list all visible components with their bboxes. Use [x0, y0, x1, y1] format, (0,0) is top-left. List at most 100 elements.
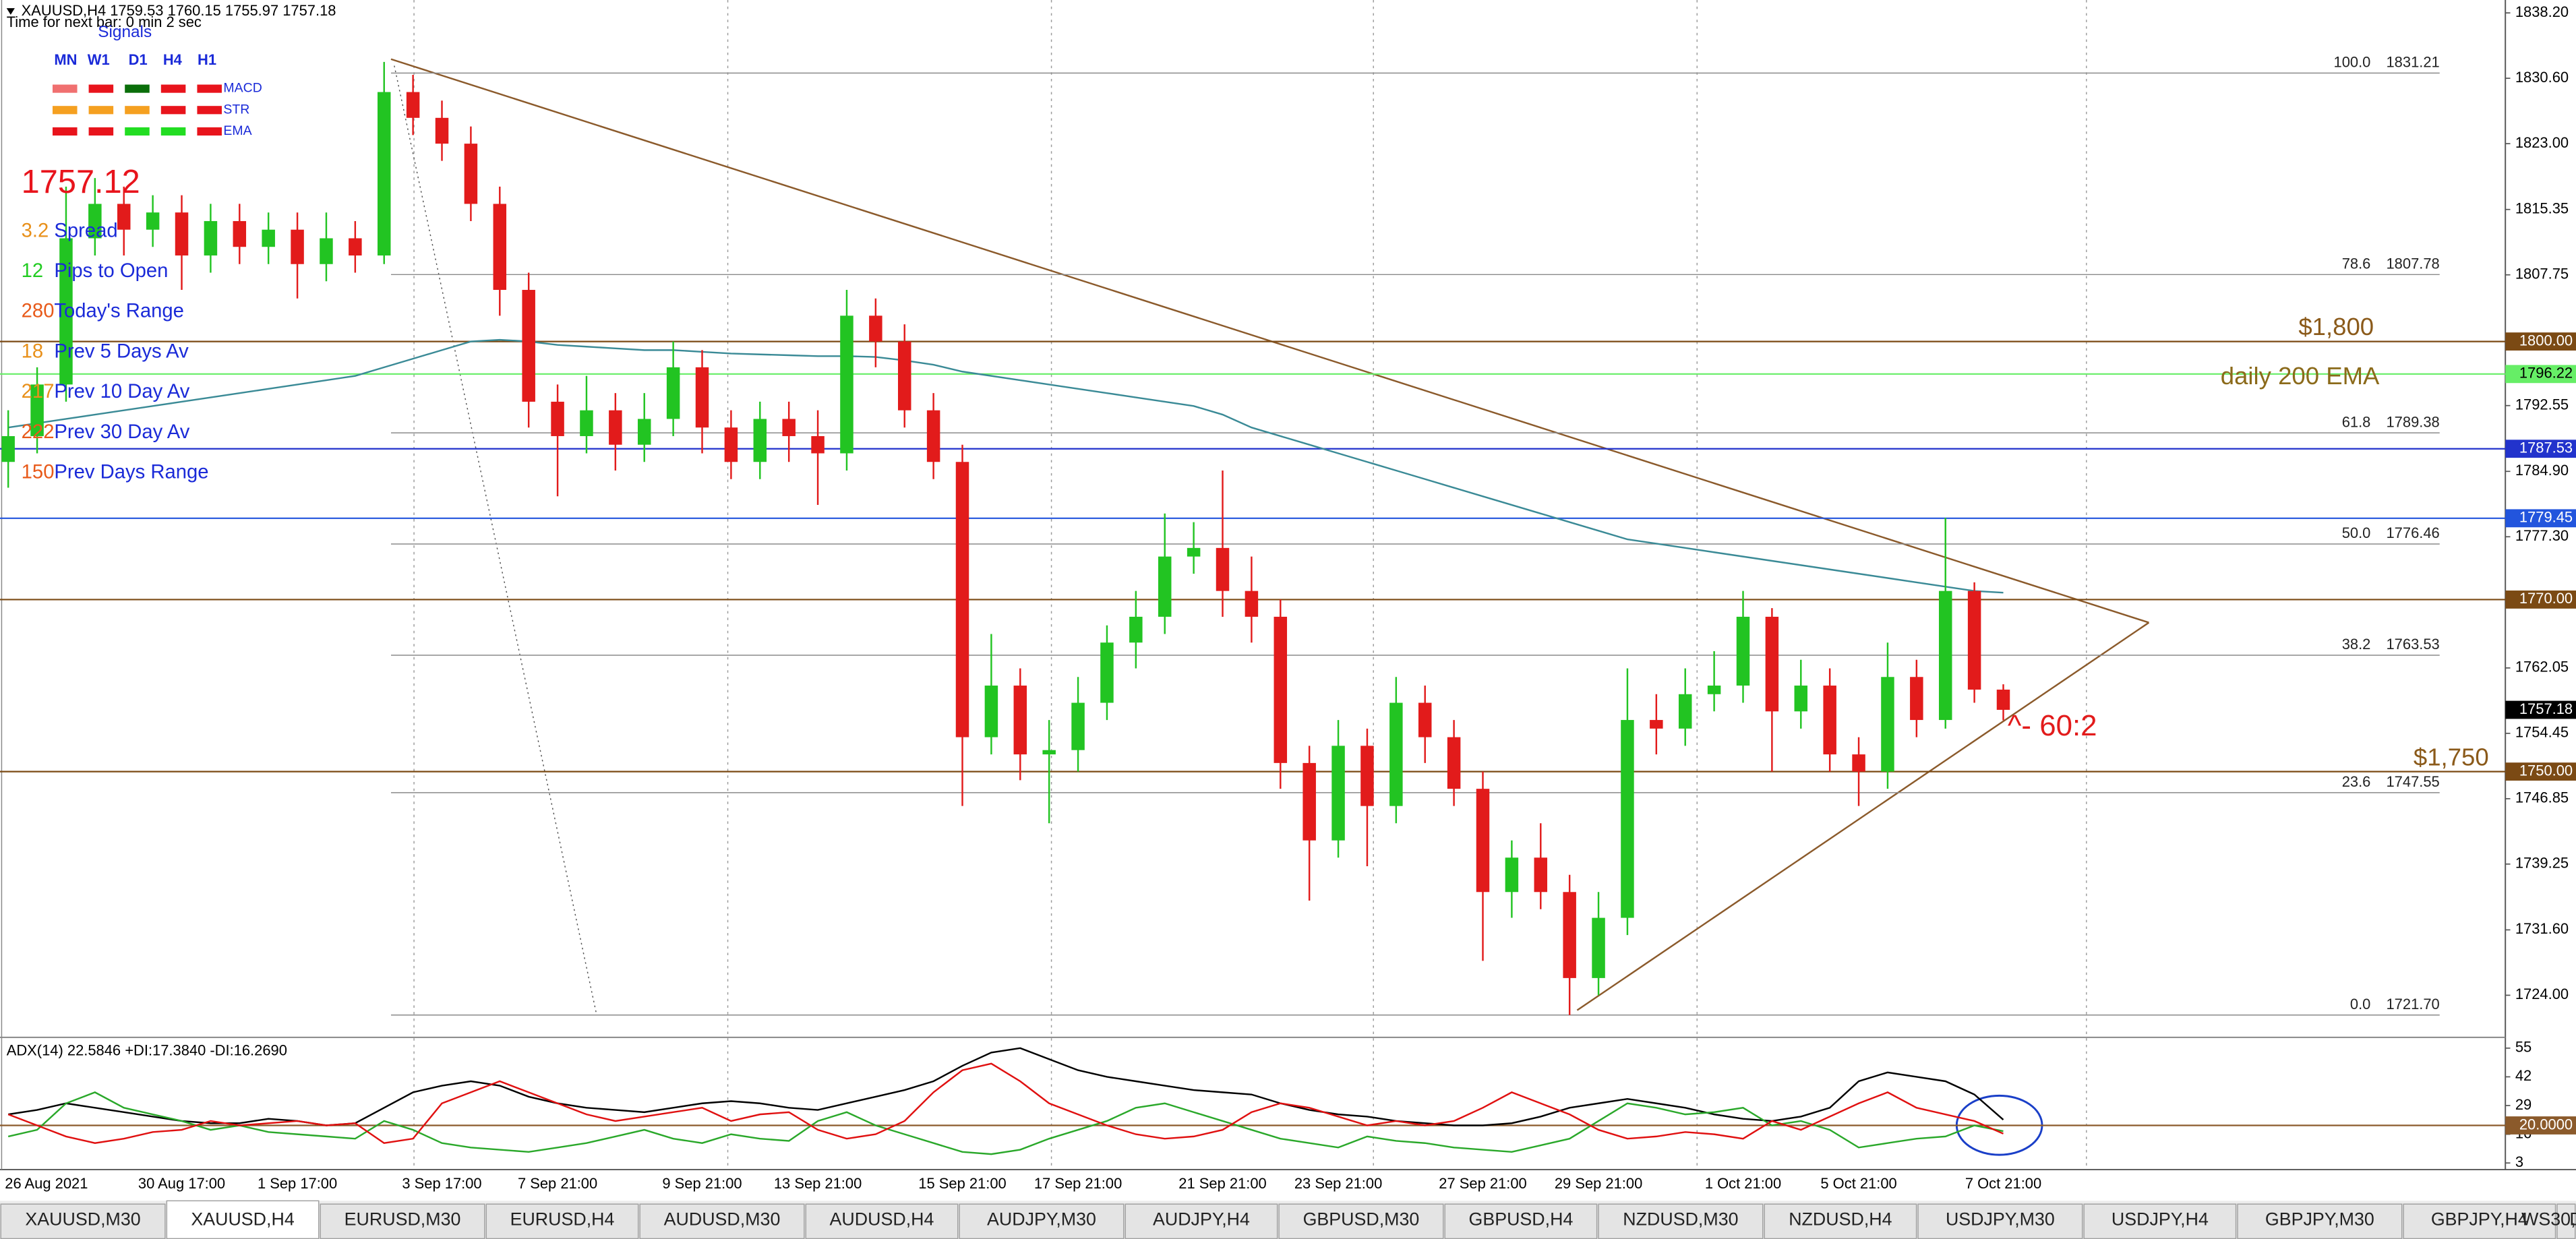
candle-body	[117, 204, 131, 230]
info-value: 12	[22, 260, 44, 282]
candle-body	[637, 419, 651, 445]
tab[interactable]	[1278, 1203, 1444, 1239]
level-box	[2505, 762, 2576, 781]
tab[interactable]	[485, 1203, 639, 1239]
timeframe-label: H4	[163, 51, 183, 68]
info-value: 217	[22, 381, 55, 402]
candle-body	[1447, 737, 1461, 789]
trendline	[1576, 622, 2150, 1011]
y-tick-label: 42	[2515, 1067, 2532, 1084]
tab-label[interactable]: USDJPY,M30	[1946, 1209, 2055, 1230]
tab-label[interactable]: WS30,M15	[2521, 1209, 2576, 1230]
tab[interactable]	[959, 1203, 1125, 1239]
chart-frame	[0, 0, 2576, 1171]
candle-body	[349, 238, 362, 255]
candle-body	[695, 367, 709, 428]
candle-body	[1071, 702, 1085, 750]
info-value: 3.2	[22, 220, 49, 241]
tab[interactable]	[2556, 1203, 2576, 1239]
candle-body	[1331, 746, 1345, 841]
tab[interactable]	[1598, 1203, 1764, 1239]
tab-label[interactable]: D	[2569, 1209, 2576, 1230]
tab-label[interactable]: NZDUSD,H4	[1789, 1209, 1892, 1230]
info-label: Prev 10 Day Av	[54, 381, 189, 402]
y-tick-label: 1731.60	[2515, 920, 2569, 937]
tab-label[interactable]: GBPJPY,M30	[2265, 1209, 2374, 1230]
tab-label[interactable]: AUDJPY,M30	[987, 1209, 1096, 1230]
tab[interactable]	[2083, 1203, 2237, 1239]
x-tick-label: 17 Sep 21:00	[1034, 1175, 1122, 1192]
tab-label[interactable]: XAUUSD,M30	[25, 1209, 140, 1230]
candle-body	[377, 92, 391, 255]
tab-label[interactable]: NZDUSD,M30	[1623, 1209, 1738, 1230]
info-value: 280	[22, 301, 55, 322]
candle-body	[1274, 616, 1288, 763]
tab-label[interactable]: EURUSD,H4	[510, 1209, 615, 1230]
y-tick-label: 3	[2515, 1153, 2523, 1170]
level-box	[2505, 591, 2576, 609]
candle-body	[204, 220, 218, 255]
tab[interactable]	[1444, 1203, 1598, 1239]
fibonacci-ratio: 38.2	[2342, 636, 2371, 653]
candle-body	[666, 367, 680, 419]
active-tab[interactable]	[166, 1200, 320, 1239]
y-tick-label: 1754.45	[2515, 724, 2569, 741]
tab[interactable]	[320, 1203, 485, 1239]
timeframe-label: D1	[129, 51, 148, 68]
candle-body	[1534, 857, 1548, 893]
candle-body	[551, 401, 564, 436]
tab[interactable]	[0, 1203, 166, 1239]
signal-box	[197, 84, 222, 93]
fibonacci-price: 1763.53	[2386, 636, 2439, 653]
tab-label[interactable]: AUDUSD,H4	[830, 1209, 934, 1230]
fibonacci-ratio: 78.6	[2342, 255, 2371, 272]
candle-body	[30, 384, 44, 436]
tab-label[interactable]: XAUUSD,H4	[191, 1209, 294, 1230]
candle-body	[811, 435, 825, 454]
level-box	[2505, 440, 2576, 458]
tab-label[interactable]: EURUSD,M30	[345, 1209, 461, 1230]
candle-body	[406, 92, 420, 118]
tab[interactable]	[1764, 1203, 1917, 1239]
moving-average	[8, 338, 2004, 594]
tab[interactable]	[2403, 1203, 2556, 1239]
tab-label[interactable]: USDJPY,H4	[2111, 1209, 2209, 1230]
candle-body	[840, 315, 853, 454]
tab[interactable]	[2237, 1203, 2403, 1239]
candle-body	[291, 229, 304, 264]
tab-label[interactable]: GBPUSD,H4	[1468, 1209, 1573, 1230]
level-label: 1779.45	[2519, 509, 2573, 526]
collapse-arrow[interactable]	[6, 8, 15, 15]
indicator-title: ADX(14) 22.5846 +DI:17.3840 -DI:16.2690	[7, 1041, 287, 1058]
x-tick-label: 15 Sep 21:00	[918, 1175, 1006, 1192]
level-box	[2505, 365, 2576, 384]
level-label: 1800.00	[2519, 332, 2573, 349]
x-tick-label: 7 Oct 21:00	[1965, 1175, 2041, 1192]
candle-body	[320, 238, 333, 264]
info-label: Prev 5 Days Av	[54, 340, 189, 362]
tab-label[interactable]: AUDUSD,M30	[664, 1209, 781, 1230]
tab[interactable]	[1917, 1203, 2083, 1239]
candle-body	[580, 410, 593, 436]
level-box	[2505, 332, 2576, 351]
indicator-line	[7, 1062, 2004, 1145]
level-label: 1750.00	[2519, 762, 2573, 779]
tab[interactable]	[639, 1203, 805, 1239]
signal-box	[160, 106, 186, 115]
level-box	[2505, 700, 2576, 719]
signal-box	[197, 106, 222, 115]
x-tick-label: 5 Oct 21:00	[1820, 1175, 1896, 1192]
tab-label[interactable]: GBPJPY,H4	[2431, 1209, 2528, 1230]
tab[interactable]	[1125, 1203, 1278, 1239]
level-label: 1796.22	[2519, 365, 2573, 382]
annotation: $1,800	[2298, 313, 2374, 340]
tab-label[interactable]: GBPUSD,M30	[1303, 1209, 1420, 1230]
signal-box	[52, 127, 78, 136]
candle-body	[984, 686, 998, 737]
info-label: Today's Range	[54, 301, 183, 322]
tab[interactable]	[805, 1203, 959, 1239]
tab-label[interactable]: AUDJPY,H4	[1153, 1209, 1250, 1230]
fibonacci-price: 1831.21	[2386, 54, 2439, 71]
